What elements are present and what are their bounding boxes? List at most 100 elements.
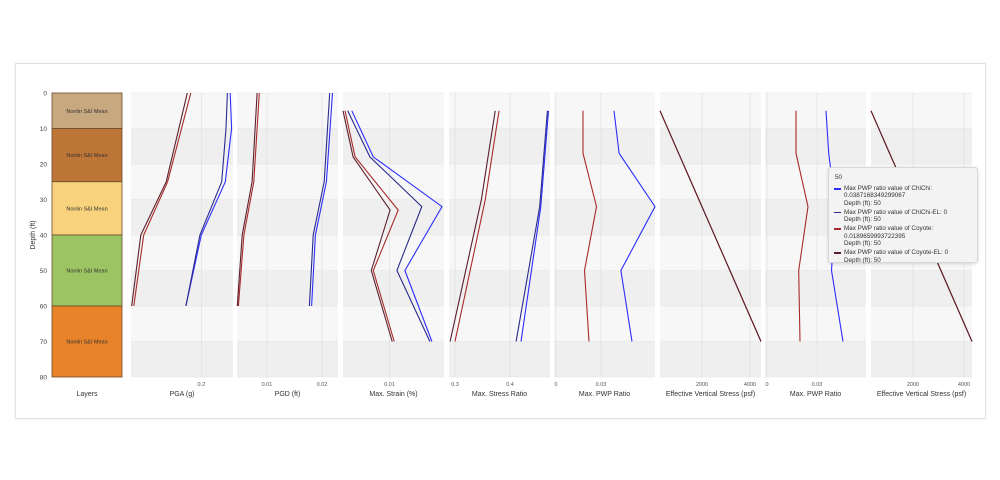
tooltip-depth: Depth (ft): 50 bbox=[844, 199, 881, 207]
tooltip-item: Max PWP ratio value of Coyote-EL: 0 Depth… bbox=[834, 249, 977, 264]
depth-band bbox=[343, 270, 444, 306]
y-tick-label: 10 bbox=[40, 126, 48, 133]
depth-band bbox=[871, 270, 972, 306]
x-tick-label: 4000 bbox=[744, 382, 756, 388]
legend-swatch bbox=[834, 188, 841, 190]
x-axis-label: Max. PWP Ratio bbox=[790, 391, 841, 398]
depth-band bbox=[237, 341, 338, 377]
series-line bbox=[449, 110, 496, 342]
panel-5: 0 0.03 Max. PWP Ratio bbox=[554, 92, 656, 398]
series-line bbox=[347, 110, 431, 342]
layer-block bbox=[51, 128, 123, 183]
tooltip-text: Max PWP ratio value of Coyote: 0.0189659… bbox=[844, 225, 934, 240]
panel-6: 2000 4000 Effective Vertical Stress (psf) bbox=[659, 92, 762, 398]
layer-block bbox=[51, 234, 123, 307]
x-tick-label: 2000 bbox=[907, 382, 919, 388]
series-line bbox=[185, 92, 233, 307]
y-axis-label: Depth (ft) bbox=[30, 220, 37, 249]
series-line bbox=[133, 92, 192, 307]
x-tick-label: 0.01 bbox=[384, 382, 395, 388]
series-line bbox=[795, 110, 809, 342]
layer-block bbox=[51, 92, 123, 129]
layer-label: Nonlin S&I Mean bbox=[66, 269, 107, 275]
series-line bbox=[515, 110, 548, 342]
series-line bbox=[342, 110, 393, 342]
depth-band bbox=[131, 199, 233, 235]
depth-band bbox=[871, 341, 972, 377]
legend-swatch bbox=[834, 228, 841, 230]
depth-band bbox=[871, 128, 972, 164]
tooltip-header: 50 bbox=[835, 174, 843, 181]
tooltip: 50 Max PWP ratio value of ChiChi: 0.0387… bbox=[828, 167, 978, 264]
depth-band bbox=[660, 128, 761, 164]
series-line bbox=[311, 92, 334, 307]
panel-4: 0.3 0.4 Max. Stress Ratio bbox=[449, 92, 550, 398]
tooltip-text: Max PWP ratio value of ChiChi-EL: 0 bbox=[844, 208, 948, 216]
series-line bbox=[659, 110, 762, 342]
series-line bbox=[308, 92, 331, 307]
x-axis-label: PGD (ft) bbox=[275, 391, 301, 398]
tooltip-depth: Depth (ft): 50 bbox=[844, 256, 881, 264]
y-tick-label: 20 bbox=[40, 162, 48, 169]
depth-band bbox=[343, 341, 444, 377]
y-tick-label: 80 bbox=[40, 375, 48, 382]
depth-band bbox=[554, 270, 655, 306]
x-tick-label: 4000 bbox=[958, 382, 970, 388]
series-line bbox=[131, 92, 188, 307]
x-axis-label: Effective Vertical Stress (psf) bbox=[877, 391, 966, 398]
depth-band bbox=[765, 270, 866, 306]
x-tick-label: 0 bbox=[554, 382, 557, 388]
series-line bbox=[582, 110, 598, 342]
x-tick-label: 0.03 bbox=[596, 382, 607, 388]
depth-band bbox=[554, 341, 655, 377]
y-tick-label: 40 bbox=[40, 233, 48, 240]
series-line bbox=[613, 110, 656, 342]
x-tick-label: 0 bbox=[765, 382, 768, 388]
x-tick-label: 0.3 bbox=[451, 382, 459, 388]
depth-band bbox=[449, 341, 550, 377]
layer-label: Nonlin S&I Mean bbox=[66, 109, 107, 115]
legend-swatch bbox=[834, 252, 841, 254]
x-tick-label: 2000 bbox=[696, 382, 708, 388]
y-tick-label: 50 bbox=[40, 268, 48, 275]
panel-2: 0.01 0.02 PGD (ft) bbox=[236, 92, 338, 398]
series-line bbox=[185, 92, 228, 307]
tooltip-depth: Depth (ft): 50 bbox=[844, 240, 881, 248]
x-axis-label: Layers bbox=[76, 391, 98, 398]
tooltip-text: Max PWP ratio value of ChiChi: 0.0387168… bbox=[844, 185, 933, 200]
series-line bbox=[237, 92, 260, 307]
series-line bbox=[351, 110, 443, 342]
x-tick-label: 0.01 bbox=[262, 382, 273, 388]
series-line bbox=[520, 110, 550, 342]
depth-band bbox=[131, 341, 233, 377]
x-axis-label: Max. Stress Ratio bbox=[472, 391, 527, 398]
layer-label: Nonlin S&I Mean bbox=[66, 206, 107, 212]
depth-band bbox=[449, 128, 550, 164]
x-tick-label: 0.4 bbox=[506, 382, 514, 388]
layer-label: Nonlin S&I Mean bbox=[66, 153, 107, 159]
y-tick-label: 60 bbox=[40, 304, 48, 311]
x-axis-label: Max. Strain (%) bbox=[369, 391, 417, 398]
depth-band bbox=[449, 199, 550, 235]
tooltip-text: Max PWP ratio value of Coyote-EL: 0 bbox=[844, 249, 949, 257]
legend-swatch bbox=[834, 211, 841, 214]
x-axis-label: Effective Vertical Stress (psf) bbox=[666, 391, 755, 398]
x-axis-label: Max. PWP Ratio bbox=[579, 391, 630, 398]
depth-band bbox=[343, 128, 444, 164]
series-line bbox=[344, 110, 399, 342]
series-line bbox=[454, 110, 500, 342]
depth-band bbox=[343, 199, 444, 235]
layer-label: Nonlin S&I Mean bbox=[66, 340, 107, 346]
x-tick-label: 0.03 bbox=[812, 382, 823, 388]
x-axis-label: PGA (g) bbox=[170, 391, 195, 398]
depth-band bbox=[554, 128, 655, 164]
depth-band bbox=[237, 128, 338, 164]
depth-band bbox=[765, 128, 866, 164]
depth-band bbox=[660, 199, 761, 235]
depth-band bbox=[131, 128, 233, 164]
depth-band bbox=[554, 199, 655, 235]
tooltip-item: Max PWP ratio value of ChiChi: 0.0387168… bbox=[834, 185, 977, 207]
series-line bbox=[236, 92, 258, 307]
depth-band bbox=[660, 270, 761, 306]
depth-band bbox=[660, 341, 761, 377]
